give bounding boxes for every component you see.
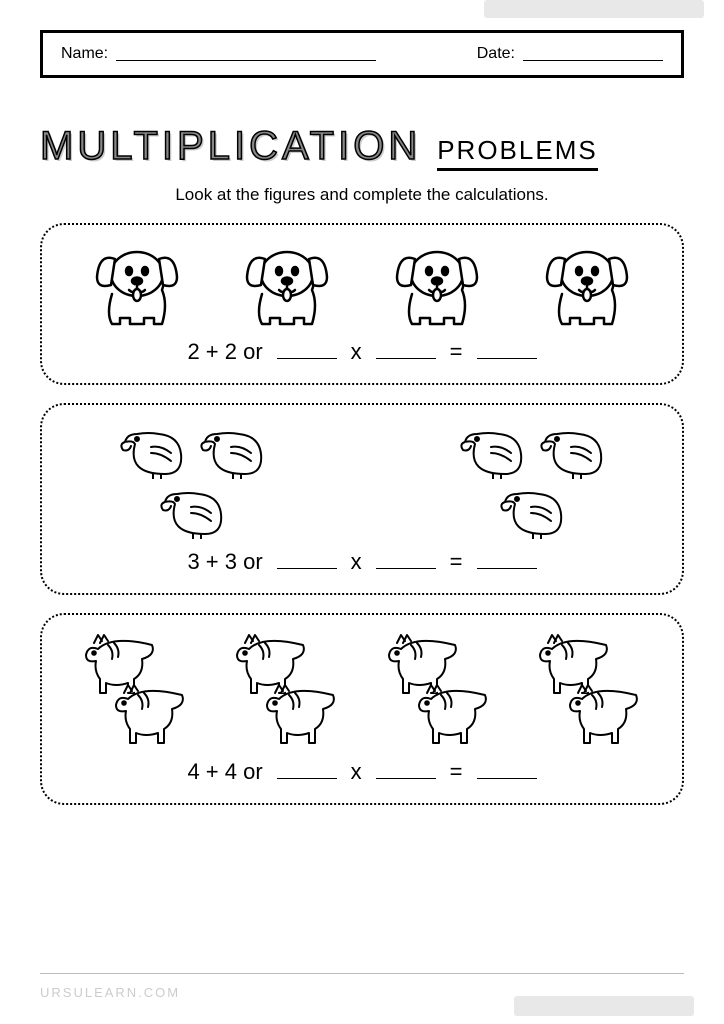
problem-box-3: 4 + 4 or x = — [40, 613, 684, 805]
parrot-icon — [117, 419, 187, 479]
dog-icon — [537, 239, 637, 329]
equation-2: 3 + 3 or x = — [62, 549, 662, 575]
horse-group — [383, 629, 493, 749]
horse-group — [534, 629, 644, 749]
problem-box-1: 2 + 2 or x = — [40, 223, 684, 385]
horse-icon — [564, 679, 644, 749]
instruction-text: Look at the figures and complete the cal… — [40, 185, 684, 205]
parrot-icon — [157, 479, 227, 539]
name-field[interactable]: Name: — [61, 45, 376, 63]
parrot-icon — [497, 479, 567, 539]
figures-dogs — [62, 239, 662, 329]
mult-sign: x — [351, 759, 362, 785]
brand-text: URSULEARN.COM — [40, 985, 180, 1000]
parrot-icon — [537, 419, 607, 479]
title-row: MULTIPLICATION PROBLEMS — [40, 124, 684, 171]
dog-icon — [87, 239, 187, 329]
addition-text: 2 + 2 or — [187, 339, 262, 365]
header-box: Name: Date: — [40, 30, 684, 78]
horse-icon — [413, 679, 493, 749]
blank-input[interactable] — [477, 341, 537, 359]
date-input-line[interactable] — [523, 47, 663, 61]
decorative-brush-bottom — [514, 996, 694, 1016]
footer-divider — [40, 973, 684, 974]
blank-input[interactable] — [376, 551, 436, 569]
blank-input[interactable] — [376, 761, 436, 779]
dog-icon — [387, 239, 487, 329]
horse-icon — [110, 679, 190, 749]
worksheet-page: Name: Date: MULTIPLICATION PROBLEMS Look… — [0, 0, 724, 825]
figures-horses — [62, 629, 662, 749]
parrot-icon — [197, 419, 267, 479]
date-label: Date: — [477, 45, 515, 63]
horse-group — [80, 629, 190, 749]
title-sub: PROBLEMS — [437, 135, 598, 171]
blank-input[interactable] — [477, 761, 537, 779]
bird-group — [117, 419, 267, 539]
equals-sign: = — [450, 339, 463, 365]
mult-sign: x — [351, 549, 362, 575]
bird-group — [457, 419, 607, 539]
name-label: Name: — [61, 45, 108, 63]
title-main: MULTIPLICATION — [40, 124, 421, 169]
blank-input[interactable] — [376, 341, 436, 359]
horse-group — [231, 629, 341, 749]
blank-input[interactable] — [277, 551, 337, 569]
equals-sign: = — [450, 759, 463, 785]
blank-input[interactable] — [277, 761, 337, 779]
mult-sign: x — [351, 339, 362, 365]
equation-3: 4 + 4 or x = — [62, 759, 662, 785]
horse-icon — [261, 679, 341, 749]
parrot-icon — [457, 419, 527, 479]
addition-text: 4 + 4 or — [187, 759, 262, 785]
equals-sign: = — [450, 549, 463, 575]
problem-box-2: 3 + 3 or x = — [40, 403, 684, 595]
blank-input[interactable] — [277, 341, 337, 359]
date-field[interactable]: Date: — [477, 45, 663, 63]
dog-icon — [237, 239, 337, 329]
equation-1: 2 + 2 or x = — [62, 339, 662, 365]
addition-text: 3 + 3 or — [187, 549, 262, 575]
name-input-line[interactable] — [116, 47, 376, 61]
blank-input[interactable] — [477, 551, 537, 569]
decorative-brush-top — [484, 0, 704, 18]
figures-birds — [62, 419, 662, 539]
